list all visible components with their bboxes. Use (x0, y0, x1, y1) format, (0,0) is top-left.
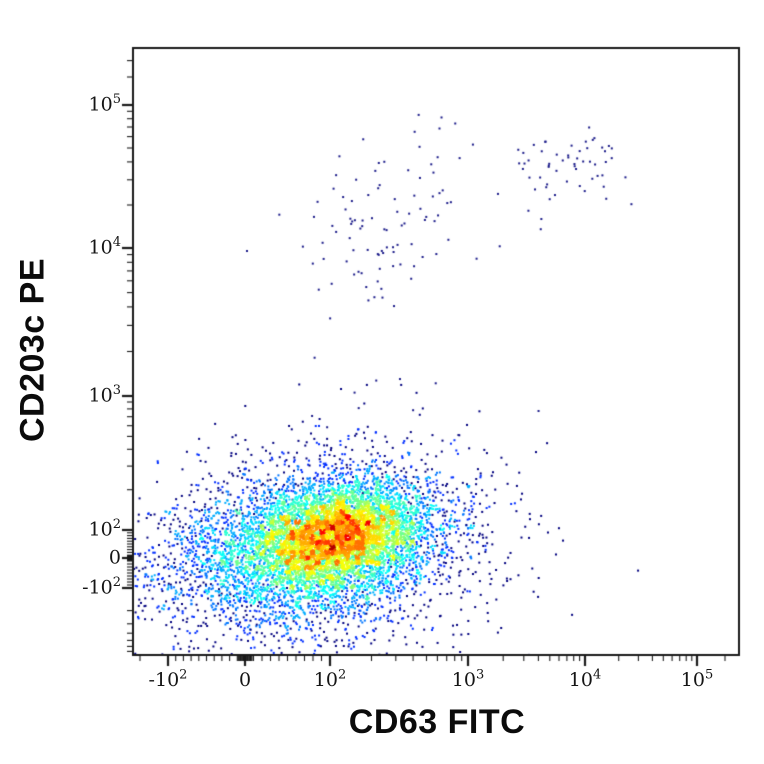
x-tick-label: 103 (451, 667, 485, 691)
x-tick-label: 104 (568, 667, 602, 691)
y-tick-label: 102 (88, 517, 121, 541)
y-tick-label: 105 (88, 92, 121, 116)
y-tick-label: 104 (88, 235, 121, 259)
y-tick-label: 0 (108, 546, 121, 569)
x-tick-label: 0 (238, 669, 252, 691)
y-tick-label: -102 (82, 575, 121, 599)
y-tick-label: 103 (88, 383, 121, 407)
x-tick-label: 102 (313, 667, 347, 691)
x-tick-label: -102 (148, 667, 188, 691)
x-axis-title: CD63 FITC (348, 703, 526, 741)
y-axis-title: CD203c PE (13, 257, 52, 443)
x-tick-label: 105 (680, 667, 714, 691)
